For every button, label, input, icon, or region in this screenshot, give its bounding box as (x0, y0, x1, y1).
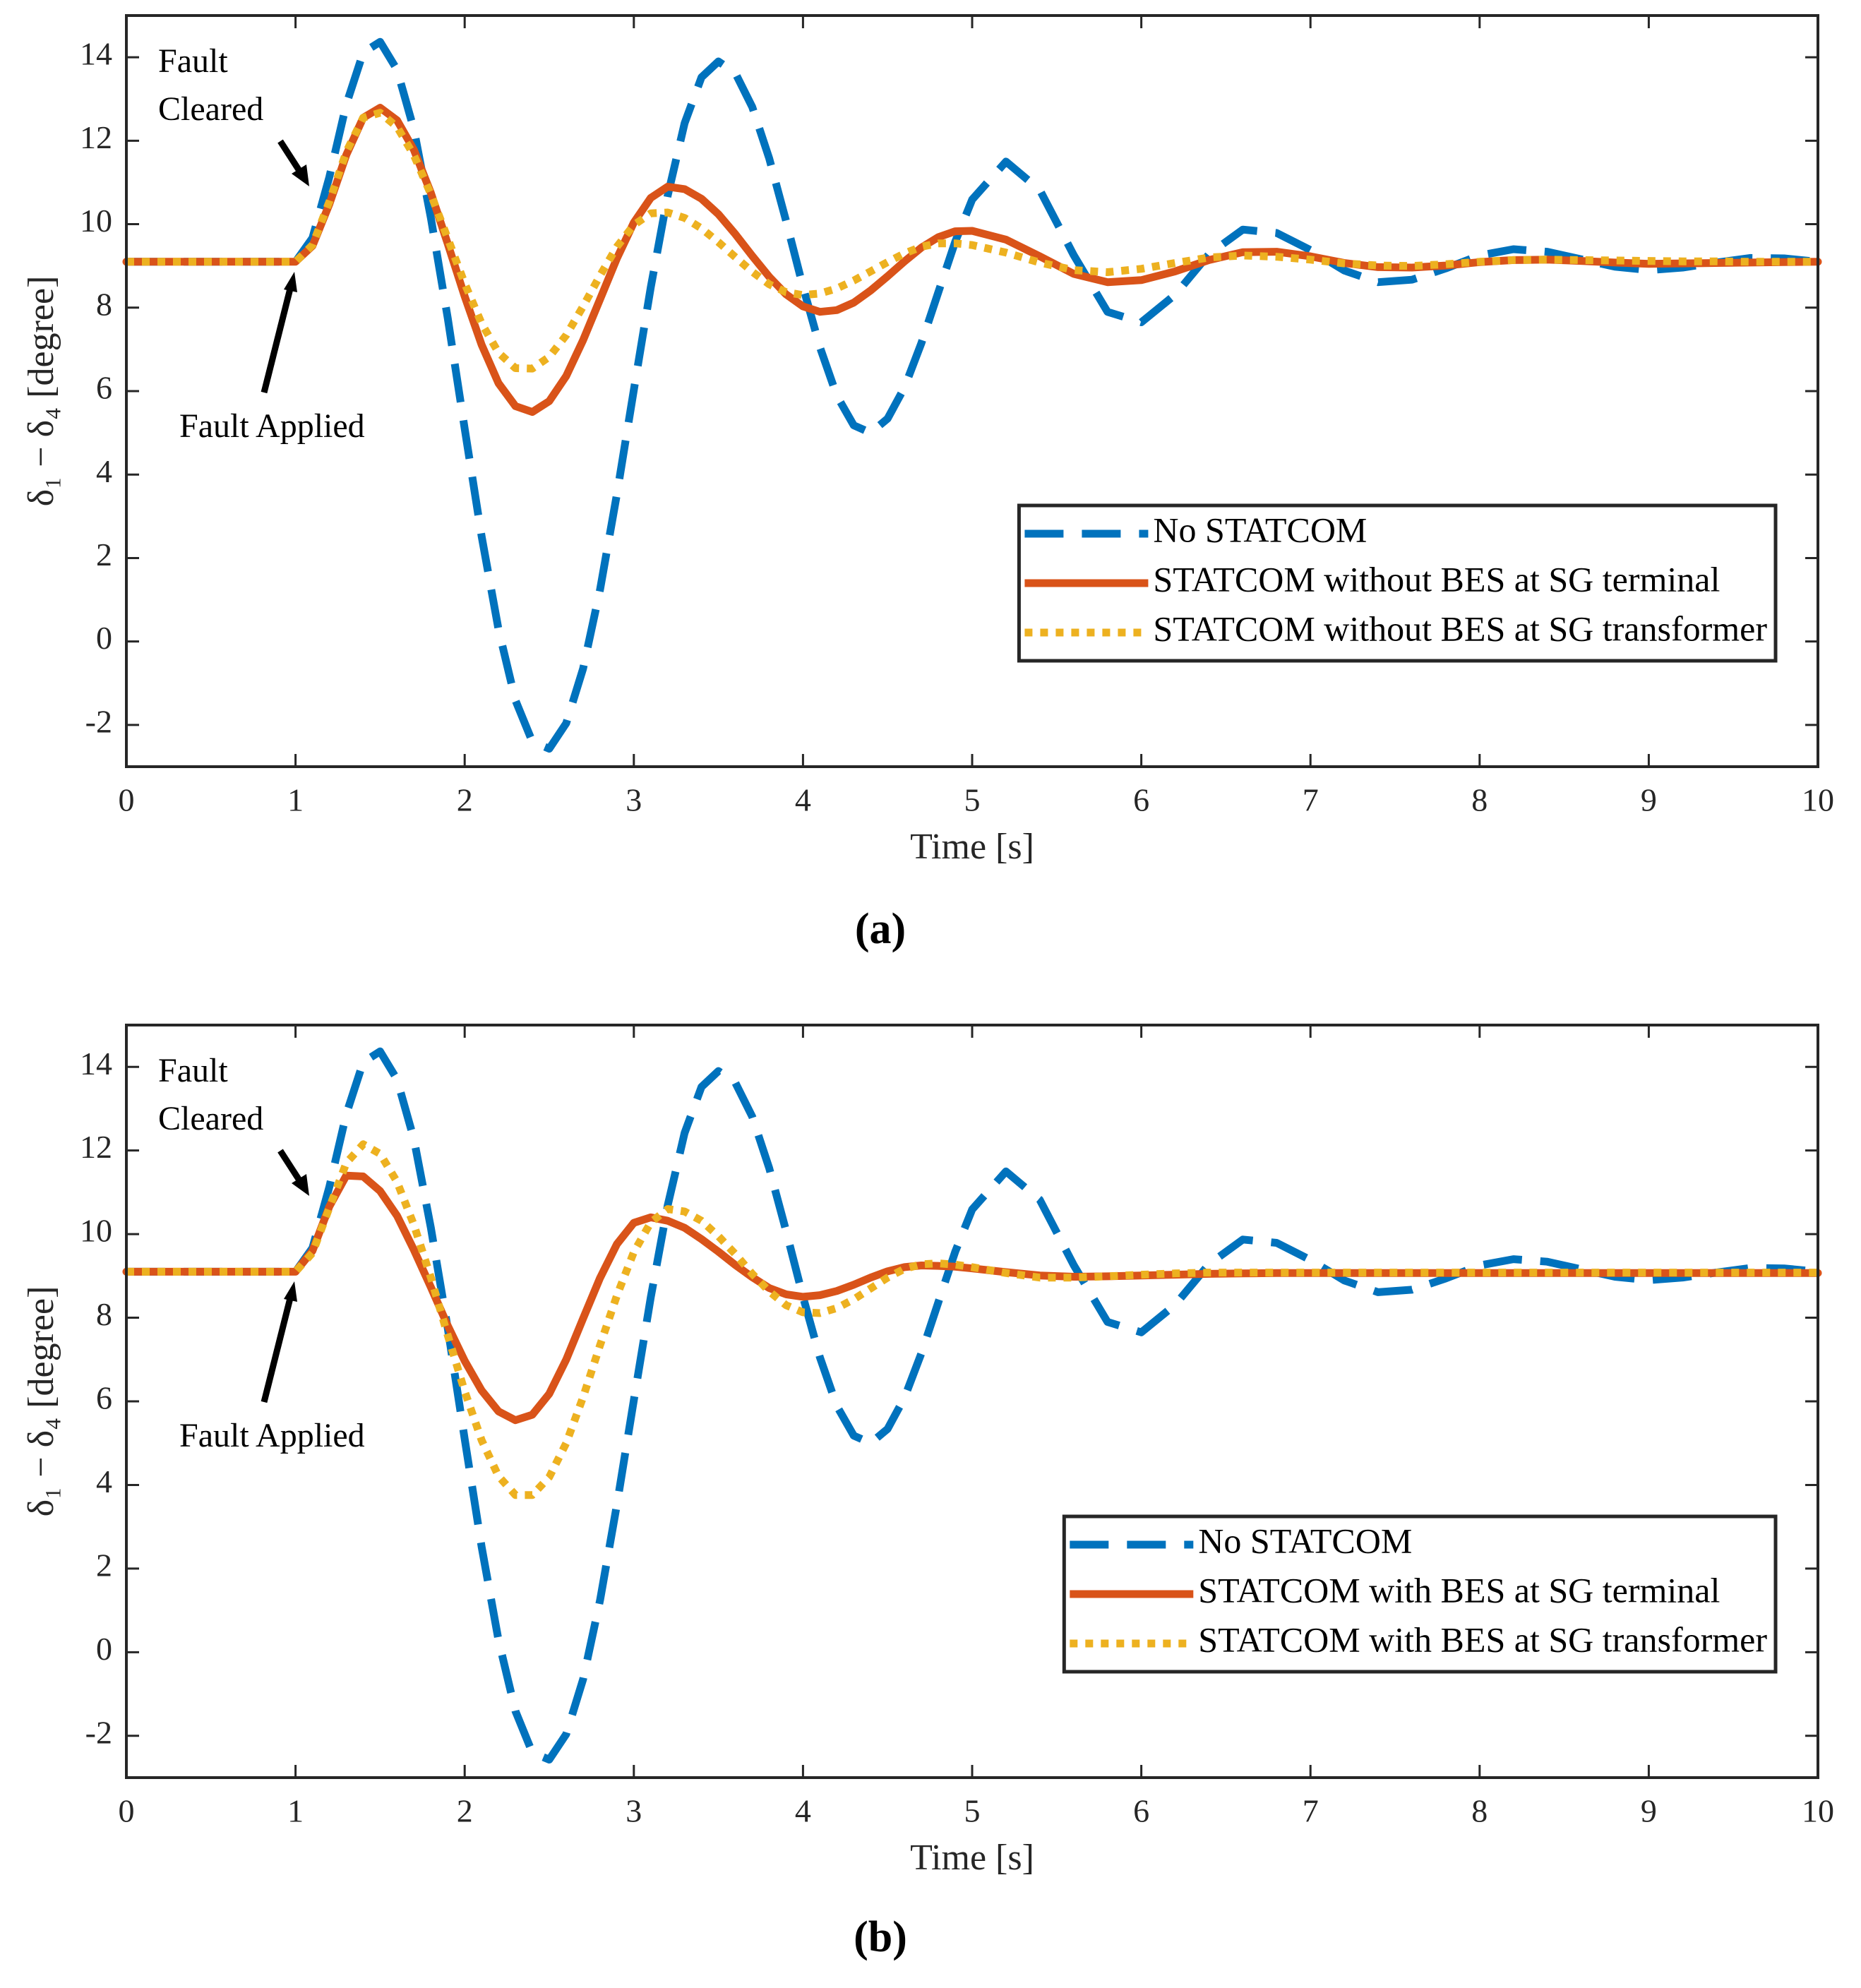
x-tick-label: 5 (964, 782, 981, 818)
y-tick-label: 12 (80, 119, 112, 155)
panel-label: (a) (855, 905, 906, 953)
y-tick-label: 0 (96, 1631, 112, 1667)
legend: No STATCOM STATCOM without BES at SG term… (1017, 503, 1778, 663)
annotation: Fault (158, 42, 228, 80)
x-axis-label: Time [s] (910, 827, 1034, 867)
y-axis-label: δ₁ − δ₄ [degree] (21, 1286, 61, 1517)
annotation: Cleared (158, 1100, 263, 1137)
y-tick-label: 6 (96, 1380, 112, 1416)
x-tick-label: 3 (626, 782, 642, 818)
y-tick-label: 6 (96, 370, 112, 406)
legend-label: STATCOM without BES at SG terminal (1153, 559, 1720, 599)
y-tick-label: 14 (80, 36, 112, 72)
y-tick-label: 2 (96, 537, 112, 573)
y-tick-label: 12 (80, 1129, 112, 1165)
x-tick-label: 9 (1641, 1793, 1657, 1829)
y-tick-label: 8 (96, 286, 112, 322)
x-tick-label: 5 (964, 1793, 981, 1829)
x-tick-label: 0 (119, 782, 135, 818)
x-tick-label: 10 (1802, 1793, 1834, 1829)
series-line (126, 1047, 1819, 1764)
y-axis-label: δ₁ − δ₄ [degree] (21, 276, 61, 507)
legend-label: No STATCOM (1198, 1521, 1412, 1560)
x-tick-label: 0 (119, 1793, 135, 1829)
legend-label: STATCOM with BES at SG transformer (1198, 1619, 1767, 1659)
x-tick-label: 2 (457, 782, 473, 818)
x-tick-label: 2 (457, 1793, 473, 1829)
arrow-shaft (261, 285, 294, 394)
x-tick-label: 9 (1641, 782, 1657, 818)
x-tick-label: 6 (1133, 1793, 1149, 1829)
legend-label: STATCOM with BES at SG terminal (1198, 1570, 1720, 1610)
x-tick-label: 8 (1471, 1793, 1488, 1829)
x-tick-label: 7 (1303, 1793, 1319, 1829)
annotation: Cleared (158, 90, 263, 128)
series-line (126, 37, 1819, 753)
y-tick-label: 14 (80, 1046, 112, 1082)
x-tick-label: 10 (1802, 782, 1834, 818)
annotation: Fault Applied (179, 1417, 365, 1454)
x-tick-label: 6 (1133, 782, 1149, 818)
y-tick-label: 0 (96, 620, 112, 656)
panel-label: (b) (854, 1913, 907, 1961)
y-tick-label: 4 (96, 453, 112, 489)
legend-label: STATCOM without BES at SG transformer (1153, 609, 1767, 648)
series-line (126, 1140, 1818, 1499)
legend-label: No STATCOM (1153, 510, 1367, 549)
series-line (126, 109, 1818, 373)
y-tick-label: 4 (96, 1463, 112, 1499)
arrow-shaft (261, 1294, 294, 1403)
x-tick-label: 1 (287, 782, 304, 818)
y-tick-label: 8 (96, 1296, 112, 1332)
arrow-head (284, 1281, 297, 1302)
y-tick-label: -2 (85, 1714, 112, 1750)
y-tick-label: 10 (80, 1213, 112, 1249)
x-tick-label: 8 (1471, 782, 1488, 818)
y-tick-label: 2 (96, 1547, 112, 1583)
arrow-head (284, 272, 297, 292)
arrow-head (292, 1174, 309, 1196)
x-tick-label: 1 (287, 1793, 304, 1829)
y-tick-label: -2 (85, 703, 112, 739)
x-axis-label: Time [s] (910, 1838, 1034, 1878)
legend: No STATCOM STATCOM with BES at SG termina… (1062, 1514, 1778, 1674)
y-tick-label: 10 (80, 203, 112, 239)
series-line (122, 104, 1822, 417)
arrow-head (292, 164, 309, 186)
x-tick-label: 7 (1303, 782, 1319, 818)
x-tick-label: 4 (795, 1793, 811, 1829)
annotation: Fault (158, 1052, 228, 1089)
annotation: Fault Applied (179, 407, 365, 445)
x-tick-label: 4 (795, 782, 811, 818)
x-tick-label: 3 (626, 1793, 642, 1829)
